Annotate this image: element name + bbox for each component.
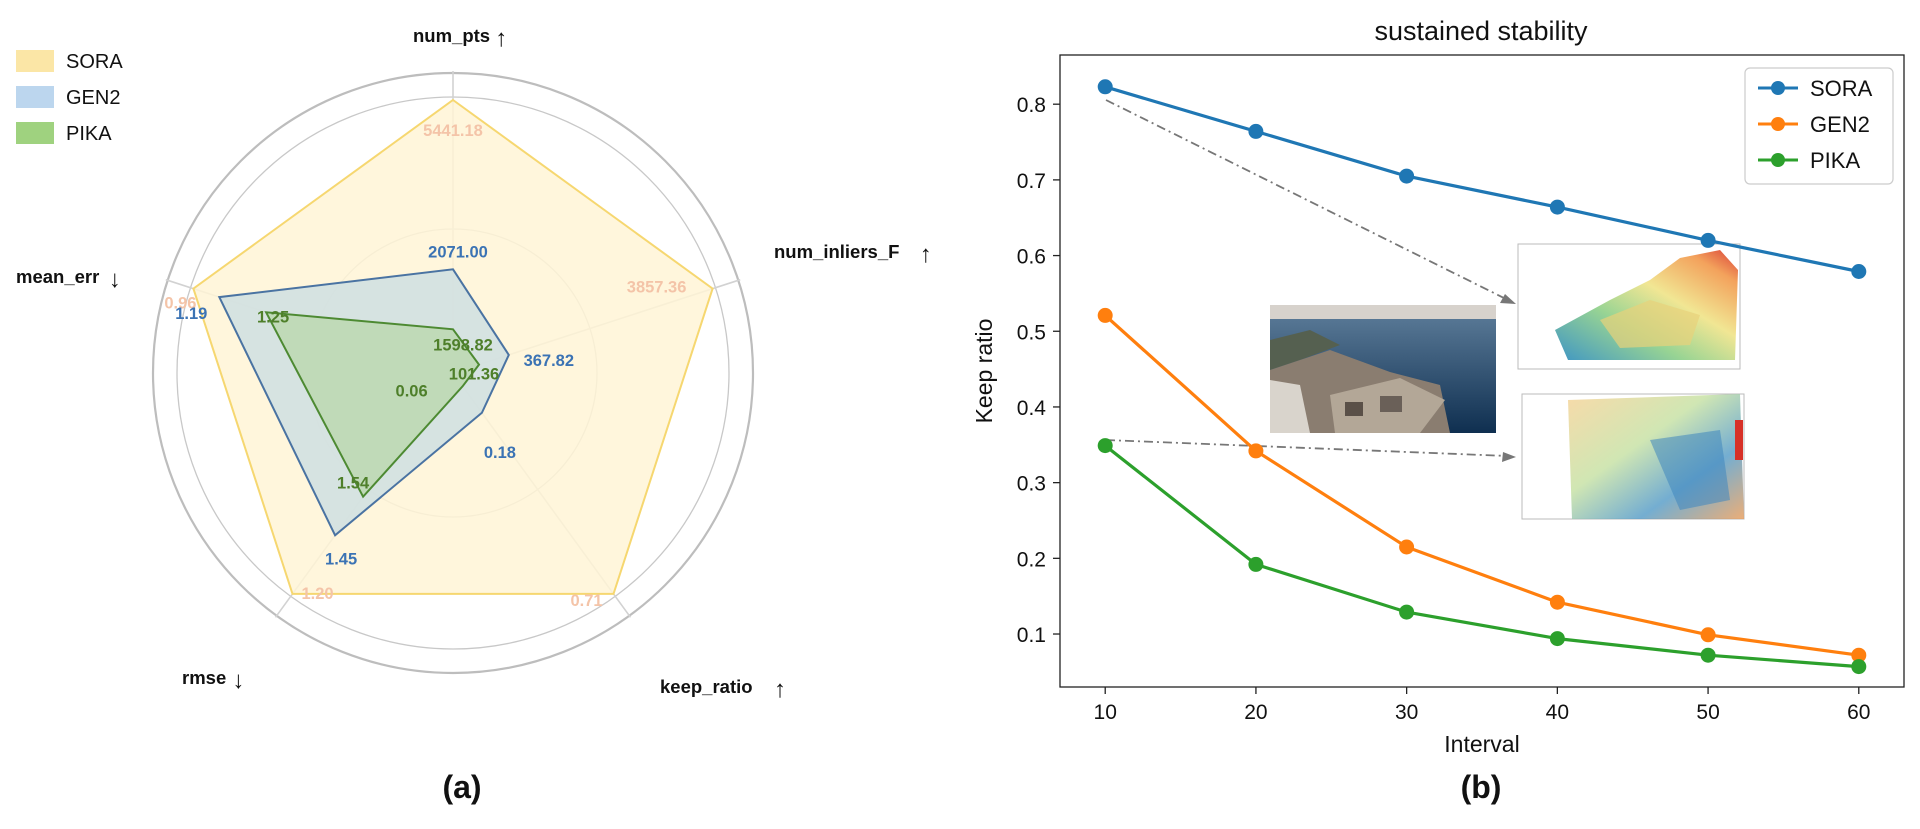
radar-value-sora-mean_err: 0.96 <box>164 295 196 313</box>
line-chart: sustained stability 10 20 30 40 50 60 0.1 0.2 0.… <box>971 16 1905 805</box>
x-tick-label-60: 60 <box>1847 701 1870 724</box>
radar-value-labels: 5441.18 3857.36 0.71 1.20 0.96 2071.00 367.82 0… <box>164 122 686 610</box>
data-point-pika-10 <box>1097 438 1113 454</box>
data-point-gen2-50 <box>1700 627 1716 643</box>
radar-value-pika-mean_err: 1.25 <box>257 308 289 326</box>
radar-legend: SORA GEN2 PIKA <box>16 50 123 145</box>
legend-label-gen2: GEN2 <box>1810 112 1870 137</box>
radar-value-gen2-mean_err: 1.19 <box>175 305 207 323</box>
data-point-gen2-40 <box>1549 594 1565 610</box>
data-point-pika-40 <box>1549 631 1565 647</box>
data-point-sora-50 <box>1700 232 1716 248</box>
y-tick-label-0.2: 0.2 <box>1017 548 1046 571</box>
radar-value-sora-num_inliers_F: 3857.36 <box>627 279 687 297</box>
line-legend: SORA GEN2 PIKA <box>1744 67 1894 185</box>
radar-axis-arrow-keep_ratio: ↑ <box>774 676 786 703</box>
data-point-gen2-10 <box>1097 307 1113 323</box>
inset-arrows <box>1105 99 1516 462</box>
x-tick-label-40: 40 <box>1546 701 1569 724</box>
radar-polygon-pika <box>264 311 481 499</box>
radar-value-gen2-rmse: 1.45 <box>325 550 357 568</box>
radar-value-gen2-num_pts: 2071.00 <box>428 243 488 261</box>
radar-legend-swatch-sora <box>16 50 54 72</box>
data-point-sora-30 <box>1399 168 1415 184</box>
radar-axis-label-num_pts: num_pts <box>413 25 490 46</box>
radar-value-gen2-keep_ratio: 0.18 <box>484 444 516 462</box>
radar-value-pika-rmse: 1.54 <box>337 475 370 493</box>
data-point-sora-40 <box>1549 199 1565 215</box>
data-point-pika-30 <box>1399 604 1415 620</box>
x-tick-label-20: 20 <box>1244 701 1267 724</box>
data-point-sora-10 <box>1097 79 1113 95</box>
inset-disparity-map-gen2 <box>1521 393 1745 520</box>
caption-a: (a) <box>442 769 481 805</box>
y-tick-label-0.5: 0.5 <box>1017 321 1046 344</box>
series-line-sora <box>1104 85 1860 274</box>
y-axis-label: Keep ratio <box>971 319 997 424</box>
y-tick-label-0.8: 0.8 <box>1017 94 1046 117</box>
radar-value-gen2-num_inliers_F: 367.82 <box>524 352 574 370</box>
caption-b: (b) <box>1461 769 1502 805</box>
line-axis-ticks: 10 20 30 40 50 60 0.1 0.2 0.3 0.4 0.5 0.6 0.7 0.8 <box>1017 94 1871 724</box>
x-tick-label-50: 50 <box>1696 701 1719 724</box>
radar-legend-label-gen2: GEN2 <box>66 87 120 109</box>
radar-value-sora-num_pts: 5441.18 <box>423 122 483 140</box>
plot-area-frame <box>1059 54 1905 688</box>
x-tick-label-30: 30 <box>1395 701 1418 724</box>
radar-legend-swatch-pika <box>16 122 54 144</box>
inset-scene-photo <box>1270 305 1496 433</box>
radar-polygons <box>192 98 714 595</box>
inset-images <box>1105 99 1745 520</box>
legend-item-gen2: GEN2 <box>1758 112 1870 137</box>
radar-axis-arrow-mean_err: ↓ <box>109 266 121 293</box>
radar-axis-arrow-rmse: ↓ <box>232 667 244 694</box>
y-tick-label-0.1: 0.1 <box>1017 624 1046 647</box>
y-tick-label-0.7: 0.7 <box>1017 170 1046 193</box>
legend-item-sora: SORA <box>1758 76 1873 101</box>
inset-disparity-map-sora <box>1517 243 1741 370</box>
radar-value-pika-num_pts: 1598.82 <box>433 336 493 354</box>
series-line-gen2 <box>1104 314 1860 657</box>
radar-axis-arrow-num_pts: ↑ <box>495 25 507 52</box>
data-point-gen2-60 <box>1851 647 1867 663</box>
radar-axis-label-rmse: rmse <box>182 667 226 688</box>
radar-axis-label-mean_err: mean_err <box>16 266 99 287</box>
line-chart-title: sustained stability <box>1374 16 1588 46</box>
data-point-pika-60 <box>1851 659 1867 675</box>
radar-legend-label-sora: SORA <box>66 51 123 73</box>
radar-value-pika-keep_ratio: 0.06 <box>396 382 428 400</box>
x-tick-label-10: 10 <box>1094 701 1117 724</box>
radar-chart: SORA GEN2 PIKA 5441.18 3857.36 0.71 1.20 0.96 2… <box>16 25 932 805</box>
radar-axis-labels: num_pts ↑num_inliers_F ↑keep_ratio ↑rmse ↓me… <box>16 25 932 703</box>
radar-axis-label-keep_ratio: keep_ratio <box>660 676 753 697</box>
radar-value-pika-num_inliers_F: 101.36 <box>449 366 499 384</box>
legend-label-pika: PIKA <box>1810 148 1860 173</box>
radar-legend-label-pika: PIKA <box>66 123 112 145</box>
legend-item-pika: PIKA <box>1758 148 1860 173</box>
data-point-sora-20 <box>1248 123 1264 139</box>
radar-legend-swatch-gen2 <box>16 86 54 108</box>
radar-axis-arrow-num_inliers_F: ↑ <box>920 241 932 268</box>
data-point-gen2-30 <box>1399 539 1415 555</box>
y-tick-label-0.3: 0.3 <box>1017 473 1046 496</box>
data-point-sora-60 <box>1851 264 1867 279</box>
radar-axis-label-num_inliers_F: num_inliers_F <box>774 241 899 262</box>
y-tick-label-0.6: 0.6 <box>1017 246 1046 269</box>
line-series <box>1097 79 1867 675</box>
x-axis-label: Interval <box>1444 731 1519 757</box>
data-point-gen2-20 <box>1248 443 1264 459</box>
radar-value-sora-rmse: 1.20 <box>301 585 333 603</box>
y-tick-label-0.4: 0.4 <box>1017 397 1047 420</box>
series-line-pika <box>1104 444 1859 669</box>
data-point-pika-50 <box>1700 647 1716 663</box>
radar-value-sora-keep_ratio: 0.71 <box>570 592 602 610</box>
legend-label-sora: SORA <box>1810 76 1873 101</box>
data-point-pika-20 <box>1248 556 1264 572</box>
